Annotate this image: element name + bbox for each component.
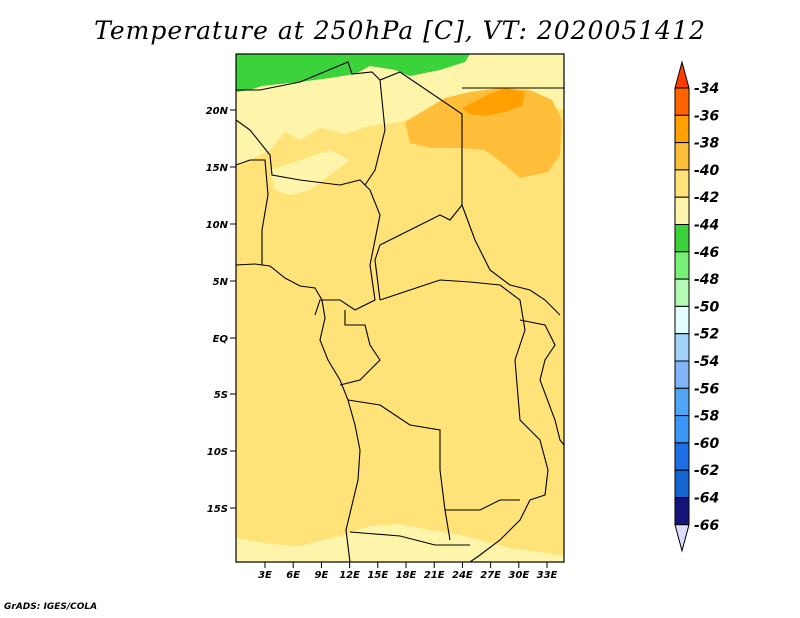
colorbar-label: -64: [694, 491, 719, 507]
colorbar-swatch: [674, 305, 690, 335]
lon-label: 6E: [286, 570, 300, 581]
colorbar-label: -62: [694, 463, 719, 479]
lon-label: 30E: [508, 570, 529, 581]
colorbar-label: -58: [694, 409, 720, 425]
field-green-north: [236, 54, 470, 92]
field-light-yellow-patch: [270, 150, 350, 195]
colorbar-label: -60: [694, 436, 720, 452]
lon-label: 15E: [367, 570, 388, 581]
field-light-yellow-north: [236, 54, 564, 165]
colorbar-label: -48: [694, 272, 720, 288]
colorbar-swatch: [674, 333, 690, 362]
field-dark-orange-patch: [462, 88, 525, 116]
colorbar-swatch: [674, 442, 690, 471]
country-borders: [235, 61, 565, 563]
lon-label: 21E: [424, 570, 445, 581]
colorbar-swatch: [674, 114, 690, 144]
colorbar-label: -36: [694, 108, 720, 124]
colorbar-swatch: [674, 87, 690, 116]
lon-label: 9E: [315, 570, 329, 581]
colorbar-over-arrow: [674, 60, 690, 89]
colorbar-label: -38: [694, 136, 720, 152]
colorbar-label: -44: [694, 218, 719, 234]
colorbar-swatch: [674, 169, 690, 198]
colorbar-label: -50: [694, 299, 720, 315]
field-light-yellow-south: [236, 524, 564, 562]
lat-label: 5S: [214, 390, 228, 401]
colorbar-swatch: [674, 278, 690, 307]
colorbar-swatch: [674, 469, 690, 499]
lon-label: 33E: [537, 570, 558, 581]
lon-label: 12E: [339, 570, 360, 581]
colorbar-label: -52: [694, 327, 719, 343]
colorbar-swatch: [674, 415, 690, 444]
lat-label: 15N: [206, 163, 229, 174]
colorbar-label: -56: [694, 381, 720, 397]
lat-label: 5N: [213, 277, 229, 288]
lat-label: 15S: [207, 504, 228, 515]
colorbar-swatch: [674, 387, 690, 417]
map-frame: [235, 53, 565, 563]
colorbar-label: -40: [694, 163, 720, 179]
colorbar-label: -66: [694, 518, 720, 534]
lat-label: EQ: [213, 334, 229, 345]
map-plot-area: [235, 53, 565, 563]
lon-label: 27E: [480, 570, 501, 581]
credit-text: GrADS: IGES/COLA: [4, 602, 98, 612]
field-orange-north-east: [405, 88, 562, 178]
colorbar-label: -54: [694, 354, 719, 370]
colorbar-label: -42: [694, 190, 719, 206]
lon-label: 3E: [258, 570, 272, 581]
lon-label: 18E: [396, 570, 417, 581]
colorbar-swatch: [674, 251, 690, 280]
lat-axis: 20N 15N 10N 5N EQ 5S 10S 15S: [206, 106, 236, 515]
colorbar-swatch: [674, 497, 690, 526]
colorbar-swatch: [674, 224, 690, 253]
colorbar-swatch: [674, 360, 690, 389]
colorbar-swatch: [674, 142, 690, 171]
lat-label: 10S: [207, 447, 228, 458]
colorbar-label: -34: [694, 81, 719, 97]
lon-axis: 3E 6E 9E 12E 15E 18E 21E 24E 27E 30E 33E: [258, 562, 558, 581]
lon-label: 24E: [452, 570, 473, 581]
colorbar-swatch: [674, 196, 690, 225]
colorbar: -34 -36 -38 -40 -42 -44 -46 -48 -50 -52 -54 -56 -58 -…: [674, 60, 720, 553]
chart-title: Temperature at 250hPa [C], VT: 202005141…: [94, 16, 706, 45]
lat-label: 10N: [206, 220, 229, 231]
colorbar-label: -46: [694, 245, 720, 261]
lat-label: 20N: [206, 106, 229, 117]
colorbar-under-arrow: [674, 524, 690, 553]
